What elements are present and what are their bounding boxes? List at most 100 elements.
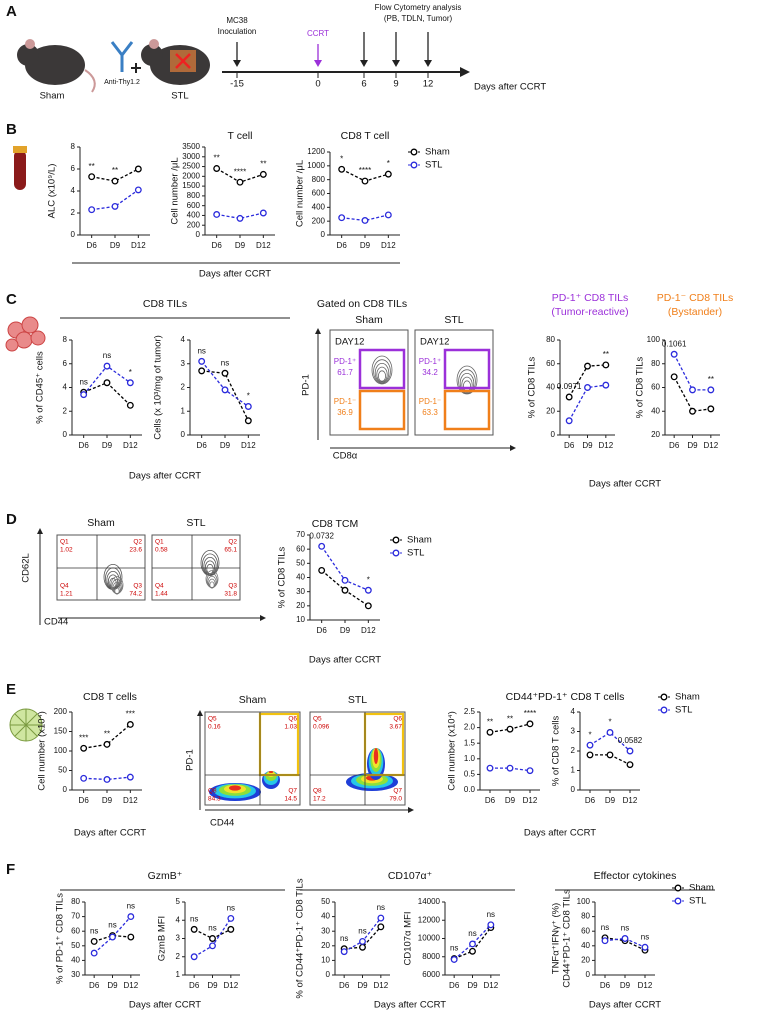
group-title: Effector cytokines xyxy=(594,870,677,882)
y-tick-label: 1.5 xyxy=(464,738,476,747)
significance-label: ns xyxy=(90,927,98,936)
y-tick-label: 80 xyxy=(546,335,555,344)
data-point xyxy=(670,373,678,381)
flow-axis-title: CD8α xyxy=(333,451,358,462)
data-point xyxy=(126,401,134,409)
x-tick-label: D6 xyxy=(600,981,611,990)
y-tick-label: 80 xyxy=(71,897,80,906)
contour xyxy=(202,553,218,576)
gate-value: 34.2 xyxy=(422,368,438,377)
y-tick-label: 50 xyxy=(58,766,67,775)
quadrant-value: 1.44 xyxy=(155,591,168,598)
quadrant-value: 3.67 xyxy=(389,724,402,731)
significance-label: 0.0971 xyxy=(557,382,582,391)
data-point xyxy=(584,362,591,370)
contour xyxy=(200,550,220,577)
x-tick-label: D6 xyxy=(317,626,328,635)
y-tick-label: 8 xyxy=(63,335,68,344)
gate xyxy=(443,389,491,431)
x-tick-label: D9 xyxy=(220,441,231,450)
y-tick-label: 40 xyxy=(651,406,660,415)
significance-label: ** xyxy=(708,375,714,384)
y-axis-title: GzmB MFI xyxy=(157,916,168,961)
y-tick-label: 0.5 xyxy=(464,770,476,779)
antibody-icon xyxy=(110,41,134,72)
x-tick-label: D6 xyxy=(79,796,90,805)
series-line xyxy=(216,212,264,220)
gate-name: PD-1⁻ xyxy=(334,397,356,406)
x-tick-label: D9 xyxy=(235,241,246,250)
y-tick-label: 30 xyxy=(296,587,305,596)
data-point xyxy=(134,186,142,194)
quadrant-value: 1.21 xyxy=(60,591,73,598)
y-tick-label: 200 xyxy=(312,216,326,225)
data-point xyxy=(190,953,198,961)
data-point xyxy=(526,767,534,775)
legend-label: Sham xyxy=(689,883,714,894)
data-point xyxy=(227,925,235,933)
data-point xyxy=(338,165,346,173)
x-tick-label: D12 xyxy=(598,441,613,450)
x-tick-label: D9 xyxy=(340,626,351,635)
x-tick-label: D12 xyxy=(123,796,138,805)
series-line xyxy=(673,353,711,391)
x-tick-label: D6 xyxy=(669,441,680,450)
quadrant-name: Q2 xyxy=(228,539,237,546)
gate-value: 63.3 xyxy=(422,408,438,417)
contour xyxy=(376,366,388,383)
data-point xyxy=(469,947,476,955)
data-point xyxy=(626,761,634,769)
significance-label: ns xyxy=(340,934,348,943)
y-axis-title: Cell number (x10⁴) xyxy=(447,711,458,791)
quadrant-name: Q7 xyxy=(393,788,402,795)
density xyxy=(229,785,241,791)
density xyxy=(268,771,274,773)
data-point xyxy=(213,165,221,172)
y-tick-label: 14000 xyxy=(418,897,441,906)
data-point xyxy=(707,405,715,413)
data-point xyxy=(190,925,198,933)
y-tick-label: 60 xyxy=(71,926,80,935)
significance-label: ns xyxy=(377,903,385,912)
data-point xyxy=(318,542,326,550)
x-axis-title: Days after CCRT xyxy=(129,471,201,482)
y-tick-label: 400 xyxy=(312,202,326,211)
legend-marker xyxy=(392,549,400,557)
gate-name: PD-1⁻ xyxy=(419,397,441,406)
y-tick-label: 2 xyxy=(181,383,186,392)
x-tick-label: D12 xyxy=(623,796,638,805)
x-tick-label: D9 xyxy=(110,241,121,250)
significance-label: **** xyxy=(524,709,536,718)
y-axis-title: % of PD-1⁺ CD8 TILs xyxy=(55,893,66,984)
y-tick-label: 50 xyxy=(296,558,305,567)
significance-label: ** xyxy=(487,717,493,726)
data-point xyxy=(341,576,349,584)
y-tick-label: 800 xyxy=(187,191,201,200)
arrowhead xyxy=(408,807,414,813)
x-tick-label: D9 xyxy=(102,441,113,450)
quadrant-value: 0.16 xyxy=(208,724,221,731)
timeline-day: -15 xyxy=(230,79,244,90)
y-axis-title: CD44⁺PD-1⁺ CD8 TILs xyxy=(562,889,573,988)
significance-label: * xyxy=(367,575,370,584)
data-point xyxy=(109,933,116,941)
y-tick-label: 4 xyxy=(63,383,68,392)
chart-title: T cell xyxy=(228,130,253,142)
data-point xyxy=(80,391,88,399)
x-tick-label: D12 xyxy=(256,241,271,250)
contour xyxy=(456,365,478,395)
x-tick-label: D6 xyxy=(79,441,90,450)
data-point xyxy=(486,764,494,772)
event-label: Flow Cytometry analysis xyxy=(375,3,462,12)
significance-label: ** xyxy=(112,166,118,175)
contour xyxy=(114,587,120,595)
data-point xyxy=(103,776,111,783)
y-tick-label: 40 xyxy=(296,573,305,582)
y-axis-title: % of CD8 TILs xyxy=(277,546,288,608)
flow-group-label: Sham xyxy=(355,314,383,326)
y-tick-label: 150 xyxy=(54,727,68,736)
significance-label: ns xyxy=(127,902,135,911)
significance-label: ns xyxy=(468,929,476,938)
data-point xyxy=(227,914,235,922)
data-point xyxy=(450,956,458,963)
